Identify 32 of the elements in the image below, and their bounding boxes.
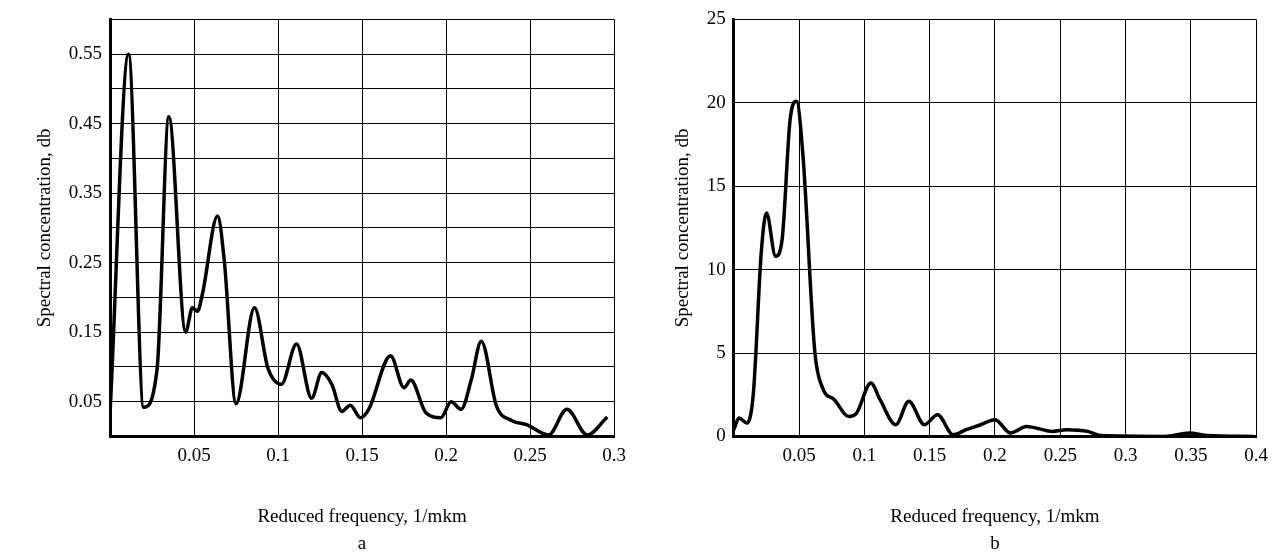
x-tick-label: 0.05: [177, 443, 211, 465]
y-axis-title: Spectral concentration, db: [671, 128, 693, 328]
y-tick-label: 5: [716, 340, 726, 362]
x-tick-label: 0.25: [513, 443, 547, 465]
x-tick-label: 0.25: [1043, 443, 1077, 465]
text: a: [357, 532, 367, 554]
y-tick-label: 10: [706, 257, 726, 279]
y-tick-label: 0.25: [68, 250, 103, 272]
x-axis-title: Reduced frequency, 1/mkm: [890, 504, 1100, 526]
y-axis-title: Spectral concentration, db: [33, 128, 55, 328]
x-tick-label: 0.05: [782, 443, 816, 465]
text: b: [990, 532, 1000, 554]
y-tick-label: 15: [706, 174, 726, 196]
y-tick-label: 0.45: [68, 111, 103, 133]
x-tick-label: 0.3: [602, 443, 626, 465]
x-tick-label: 0.2: [434, 443, 458, 465]
x-tick-label: 0.4: [1244, 443, 1269, 465]
x-tick-label: 0.15: [913, 443, 947, 465]
x-tick-label: 0.2: [983, 443, 1007, 465]
x-tick-label: 0.35: [1174, 443, 1208, 465]
x-axis-title: Reduced frequency, 1/mkm: [257, 504, 467, 526]
y-tick-label: 20: [706, 90, 726, 112]
y-tick-label: 25: [706, 7, 726, 29]
y-tick-label: 0.15: [68, 320, 103, 342]
x-tick-label: 0.1: [852, 443, 877, 465]
x-tick-label: 0.3: [1113, 443, 1138, 465]
y-tick-label: 0.05: [68, 389, 103, 411]
y-tick-label: 0.55: [68, 42, 103, 64]
x-tick-label: 0.15: [345, 443, 379, 465]
x-tick-label: 0.1: [266, 443, 290, 465]
y-tick-label: 0: [716, 424, 726, 446]
y-tick-label: 0.35: [68, 181, 103, 203]
